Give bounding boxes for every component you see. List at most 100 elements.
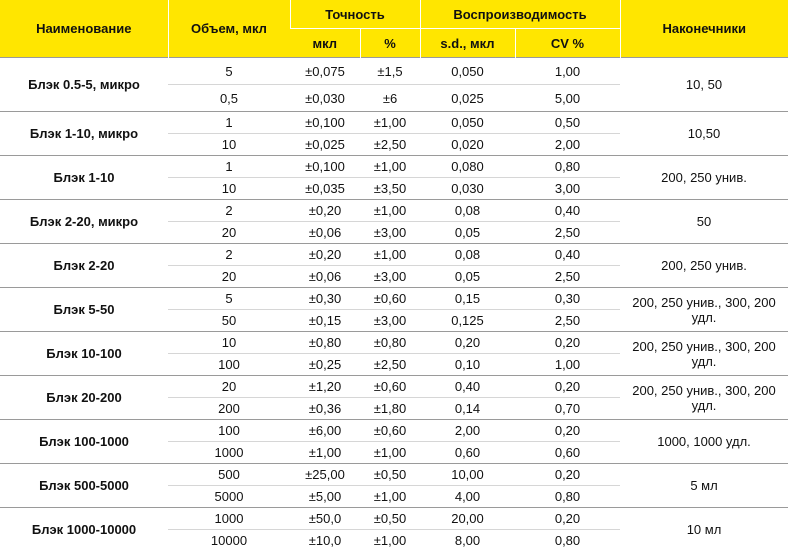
header-cell: Наконечники (619, 0, 788, 58)
value-cell: ±6 (360, 84, 420, 112)
table-row: Блэк 5-50 5 ±0,30 ±0,60 0,15 0,30 200, 250 уни… (0, 287, 788, 332)
value-cell: ±1,00 (360, 485, 420, 508)
value-cell: ±0,06 (290, 221, 360, 244)
table-row: Блэк 1-10 1 ±0,100 ±1,00 0,080 0,80 200, 250 у… (0, 155, 788, 200)
table-row: Блэк 10-100 10 ±0,80 ±0,80 0,20 0,20 200, 250 … (0, 331, 788, 376)
value-cell: 0,80 (515, 155, 620, 178)
value-cell: 100 (168, 353, 290, 376)
model-name: Блэк 1000-10000 (0, 507, 168, 552)
table-row: 10000 ±10,0 ±1,00 8,00 0,80 (0, 529, 788, 552)
value-cell: 0,08 (420, 199, 515, 222)
value-cell: 8,00 (420, 529, 515, 552)
value-cell: 0,050 (420, 111, 515, 134)
table-row: Блэк 500-5000 500 ±25,00 ±0,50 10,00 0,20 5 мл (0, 463, 788, 508)
value-cell: ±1,00 (360, 111, 420, 134)
value-cell: ±1,00 (360, 199, 420, 222)
value-cell: ±0,60 (360, 287, 420, 310)
value-cell: ±1,00 (360, 243, 420, 266)
value-cell: ±0,60 (360, 419, 420, 442)
table-row: 20 ±0,06 ±3,00 0,05 2,50 (0, 221, 788, 244)
value-cell: 2,50 (515, 221, 620, 244)
value-cell: 0,80 (515, 485, 620, 508)
value-cell: 0,50 (515, 111, 620, 134)
header-cell: Наименование (0, 0, 168, 58)
tips-cell: 1000, 1000 удл. (620, 419, 788, 464)
value-cell: 0,05 (420, 265, 515, 288)
value-cell: ±0,100 (290, 111, 360, 134)
value-cell: ±1,20 (290, 375, 360, 398)
tips-cell: 200, 250 унив. (620, 155, 788, 200)
value-cell: 10000 (168, 529, 290, 552)
value-cell: 0,08 (420, 243, 515, 266)
tips-cell: 10,50 (620, 111, 788, 156)
value-cell: 5,00 (515, 84, 620, 112)
value-cell: ±0,60 (360, 375, 420, 398)
value-cell: 2,00 (420, 419, 515, 442)
table-row: 200 ±0,36 ±1,80 0,14 0,70 (0, 397, 788, 420)
model-name: Блэк 5-50 (0, 287, 168, 332)
value-cell: 0,030 (420, 177, 515, 200)
value-cell: ±0,80 (290, 331, 360, 354)
table-body: Блэк 0.5-5, микро 5 ±0,075 ±1,5 0,050 1,00 10,… (0, 57, 788, 552)
value-cell: 5 (168, 57, 290, 85)
value-cell: 0,20 (515, 331, 620, 354)
header-cell: мкл (290, 28, 360, 58)
table-row: Блэк 1000-10000 1000 ±50,0 ±0,50 20,00 0,20 10… (0, 507, 788, 552)
tips-cell: 200, 250 унив., 300, 200 удл. (620, 375, 788, 420)
value-cell: 10 (168, 331, 290, 354)
table-row: Блэк 2-20, микро 2 ±0,20 ±1,00 0,08 0,40 50 (0, 199, 788, 244)
value-cell: 0,80 (515, 529, 620, 552)
value-cell: ±0,15 (290, 309, 360, 332)
model-name: Блэк 1-10 (0, 155, 168, 200)
value-cell: ±0,030 (290, 84, 360, 112)
value-cell: 20,00 (420, 507, 515, 530)
value-cell: 0,10 (420, 353, 515, 376)
value-cell: ±10,0 (290, 529, 360, 552)
table-row: Блэк 0.5-5, микро 5 ±0,075 ±1,5 0,050 1,00 10,… (0, 57, 788, 112)
table-row: 10 ±0,035 ±3,50 0,030 3,00 (0, 177, 788, 200)
table-row: 10 ±0,025 ±2,50 0,020 2,00 (0, 133, 788, 156)
value-cell: 2 (168, 199, 290, 222)
model-name: Блэк 0.5-5, микро (0, 57, 168, 112)
tips-cell: 10, 50 (620, 57, 788, 112)
value-cell: 0,15 (420, 287, 515, 310)
value-cell: 0,05 (420, 221, 515, 244)
value-cell: ±0,50 (360, 463, 420, 486)
header-cell: Воспроизводимость (419, 0, 620, 29)
value-cell: ±0,025 (290, 133, 360, 156)
table-row: 0,5 ±0,030 ±6 0,025 5,00 (0, 84, 788, 112)
value-cell: 0,020 (420, 133, 515, 156)
value-cell: 50 (168, 309, 290, 332)
value-cell: 20 (168, 265, 290, 288)
value-cell: 4,00 (420, 485, 515, 508)
value-cell: 0,30 (515, 287, 620, 310)
value-cell: 0,40 (515, 243, 620, 266)
header-cell: Точность (289, 0, 420, 29)
header-cell: s.d., мкл (419, 28, 515, 58)
value-cell: ±1,00 (360, 441, 420, 464)
value-cell: 1 (168, 111, 290, 134)
value-cell: 0,080 (420, 155, 515, 178)
value-cell: 2 (168, 243, 290, 266)
value-cell: 1000 (168, 507, 290, 530)
value-cell: ±25,00 (290, 463, 360, 486)
value-cell: ±0,035 (290, 177, 360, 200)
tips-cell: 50 (620, 199, 788, 244)
value-cell: 0,5 (168, 84, 290, 112)
value-cell: ±0,50 (360, 507, 420, 530)
table-row: Блэк 2-20 2 ±0,20 ±1,00 0,08 0,40 200, 250 уни… (0, 243, 788, 288)
value-cell: 2,00 (515, 133, 620, 156)
value-cell: 200 (168, 397, 290, 420)
value-cell: 0,60 (420, 441, 515, 464)
value-cell: 0,40 (515, 199, 620, 222)
value-cell: 0,125 (420, 309, 515, 332)
value-cell: ±6,00 (290, 419, 360, 442)
value-cell: ±0,075 (290, 57, 360, 85)
value-cell: ±2,50 (360, 133, 420, 156)
value-cell: 0,20 (515, 507, 620, 530)
value-cell: 10,00 (420, 463, 515, 486)
value-cell: 0,20 (420, 331, 515, 354)
value-cell: ±1,80 (360, 397, 420, 420)
value-cell: 0,050 (420, 57, 515, 85)
